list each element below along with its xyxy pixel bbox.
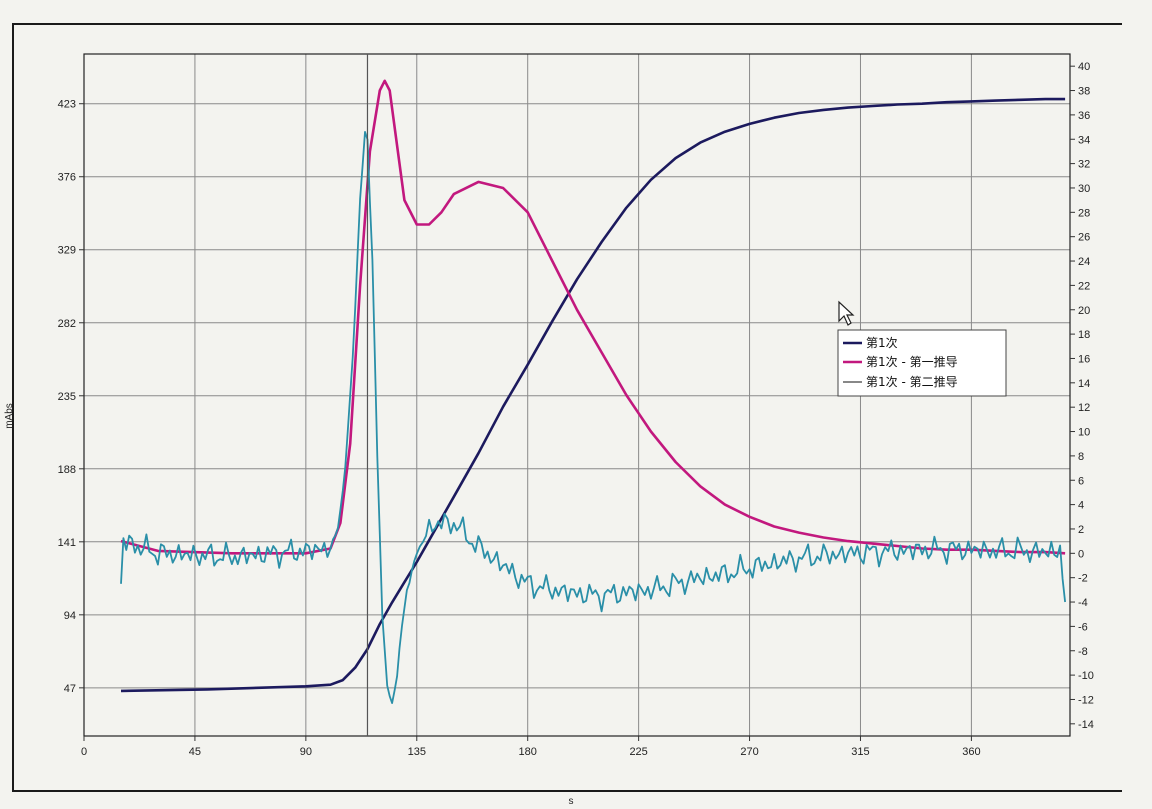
y-right-tick-label: 2 <box>1078 524 1084 536</box>
x-tick-label: 45 <box>189 746 201 758</box>
y-right-tick-label: 40 <box>1078 61 1090 73</box>
x-tick-label: 315 <box>851 746 869 758</box>
y-right-tick-label: 14 <box>1078 378 1090 390</box>
y-right-tick-label: 32 <box>1078 159 1090 171</box>
y-right-tick-label: 4 <box>1078 500 1084 512</box>
y-left-tick-label: 376 <box>58 172 76 184</box>
series-line-1 <box>120 97 1066 693</box>
y-left-tick-label: 141 <box>58 537 76 549</box>
plot-area <box>83 53 1071 737</box>
y-left-tick-label: 329 <box>58 245 76 257</box>
legend-label-series-3: 第1次 - 第二推导 <box>866 375 958 389</box>
legend-label-series-2: 第1次 - 第一推导 <box>866 355 958 369</box>
y-right-tick-label: -2 <box>1078 573 1088 585</box>
series-line-2 <box>120 79 1066 555</box>
y-left-tick-label: 235 <box>58 391 76 403</box>
y-right-tick-label: 12 <box>1078 402 1090 414</box>
y-right-tick-label: -4 <box>1078 597 1088 609</box>
y-right-tick-label: 6 <box>1078 475 1084 487</box>
y-right-tick-label: 0 <box>1078 548 1084 560</box>
y-right-tick-label: 16 <box>1078 353 1090 365</box>
axis-ticks: 0 45 90 135 180 225 270 315 36047941411882352823… <box>58 61 1094 758</box>
series-line-3 <box>120 130 1066 704</box>
y-right-tick-label: 18 <box>1078 329 1090 341</box>
y-right-tick-label: 34 <box>1078 134 1090 146</box>
x-tick-label: 0 <box>81 746 87 758</box>
x-tick-label: 270 <box>740 746 758 758</box>
y-right-tick-label: 24 <box>1078 256 1090 268</box>
mouse-pointer-icon <box>838 300 855 326</box>
y-right-tick-label: -6 <box>1078 621 1088 633</box>
y-right-tick-label: 10 <box>1078 427 1090 439</box>
y-left-tick-label: 282 <box>58 318 76 330</box>
y-left-tick-label: 188 <box>58 464 76 476</box>
y-right-tick-label: -14 <box>1078 719 1094 731</box>
x-tick-label: 90 <box>300 746 312 758</box>
y-right-tick-label: 38 <box>1078 86 1090 98</box>
y-axis-label: mAbs <box>4 403 15 429</box>
y-right-tick-label: 28 <box>1078 207 1090 219</box>
y-right-tick-label: 8 <box>1078 451 1084 463</box>
legend: 第1次 第1次 - 第一推导 第1次 - 第二推导 <box>837 329 1007 397</box>
y-right-tick-label: 26 <box>1078 232 1090 244</box>
legend-label-series-1: 第1次 <box>866 336 898 350</box>
y-right-tick-label: 22 <box>1078 280 1090 292</box>
y-left-tick-label: 423 <box>58 99 76 111</box>
y-right-tick-label: -10 <box>1078 670 1094 682</box>
y-right-tick-label: -12 <box>1078 694 1094 706</box>
y-right-tick-label: 30 <box>1078 183 1090 195</box>
y-right-tick-label: 20 <box>1078 305 1090 317</box>
x-tick-label: 180 <box>519 746 537 758</box>
legend-box <box>837 329 1007 397</box>
x-tick-label: 225 <box>629 746 647 758</box>
y-right-tick-label: -8 <box>1078 646 1088 658</box>
x-tick-label: 135 <box>408 746 426 758</box>
x-tick-label: 360 <box>962 746 980 758</box>
y-left-tick-label: 94 <box>64 610 76 622</box>
series-group <box>120 79 1066 704</box>
y-left-tick-label: 47 <box>64 683 76 695</box>
y-right-tick-label: 36 <box>1078 110 1090 122</box>
x-axis-label: s <box>569 796 574 807</box>
